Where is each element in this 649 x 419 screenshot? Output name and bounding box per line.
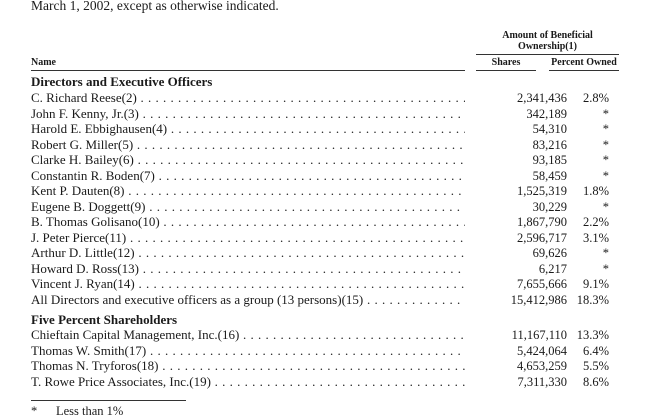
shares-value: 2,596,717 (517, 230, 567, 245)
table-row: All Directors and executive officers as … (31, 292, 631, 308)
shares-value: 69,626 (532, 246, 567, 260)
shares-value: 1,867,790 (517, 215, 567, 229)
holder-name: Kent P. Dauten(8) (31, 183, 465, 199)
shares-header-rule (476, 70, 536, 71)
holder-name: Constantin R. Boden(7) (31, 168, 465, 184)
holder-name: J. Peter Pierce(11) (31, 230, 465, 246)
shares-value: 5,424,064 (517, 343, 567, 358)
shares-value: 7,655,666 (517, 277, 567, 291)
shares-value: 15,412,986 (510, 292, 567, 307)
percent-value: 18.3% (576, 292, 609, 307)
holder-name: Arthur D. Little(12) (31, 245, 465, 261)
percent-value: * (602, 137, 609, 152)
table-row: Constantin R. Boden(7) 58,459 * (31, 168, 631, 184)
table-row: Thomas N. Tryforos(18) 4,653,259 5.5% (31, 358, 631, 374)
percent-column-header: Percent Owned (551, 57, 617, 68)
shares-value: 58,459 (532, 168, 567, 183)
holder-name: Harold E. Ebbighausen(4) (31, 121, 465, 137)
shares-value: 54,310 (532, 122, 567, 136)
percent-value: * (602, 153, 609, 167)
holder-name: Vincent J. Ryan(14) (31, 276, 465, 292)
footnote-mark: * (31, 404, 38, 418)
table-row: Clarke H. Bailey(6) 93,185 * (31, 152, 631, 168)
holder-name: Clarke H. Bailey(6) (31, 152, 465, 168)
shares-column-header: Shares (491, 57, 521, 68)
shares-value: 83,216 (532, 137, 567, 152)
table-row: Chieftain Capital Management, Inc.(16) 1… (31, 327, 631, 343)
holder-name: Eugene B. Doggett(9) (31, 199, 465, 215)
table-row: Howard D. Ross(13) 6,217 * (31, 261, 631, 277)
table-row: Arthur D. Little(12) 69,626 * (31, 245, 631, 261)
holder-name: T. Rowe Price Associates, Inc.(19) (31, 374, 465, 390)
footnote: * Less than 1% (31, 404, 123, 419)
holder-name: All Directors and executive officers as … (31, 292, 465, 308)
percent-value: * (602, 168, 609, 183)
table-row: C. Richard Reese(2) 2,341,436 2.8% (31, 90, 631, 106)
shares-value: 2,341,436 (517, 91, 567, 105)
table-row: B. Thomas Golisano(10) 1,867,790 2.2% (31, 214, 631, 230)
percent-value: 2.2% (582, 215, 609, 229)
footnote-text: Less than 1% (56, 404, 124, 418)
shares-value: 342,189 (526, 106, 567, 121)
percent-value: 13.3% (576, 328, 609, 342)
table-row: T. Rowe Price Associates, Inc.(19) 7,311… (31, 374, 631, 390)
intro-text: March 1, 2002, except as otherwise indic… (31, 0, 279, 13)
holder-name: C. Richard Reese(2) (31, 90, 465, 106)
table-row: Robert G. Miller(5) 83,216 * (31, 137, 631, 153)
percent-header-rule (549, 70, 619, 71)
section-title-directors: Directors and Executive Officers (31, 74, 213, 89)
footnote-rule (31, 400, 186, 401)
shares-value: 1,525,319 (517, 184, 567, 198)
shares-value: 93,185 (532, 153, 567, 167)
holder-name: Chieftain Capital Management, Inc.(16) (31, 327, 465, 343)
group-header-rule (476, 54, 619, 55)
percent-value: 1.8% (582, 184, 609, 198)
holder-name: Thomas W. Smith(17) (31, 343, 465, 359)
table-row: Kent P. Dauten(8) 1,525,319 1.8% (31, 183, 631, 199)
ownership-group-header: Amount of Beneficial Ownership(1) (502, 30, 593, 52)
name-header-rule (31, 70, 465, 71)
holder-name: Thomas N. Tryforos(18) (31, 358, 465, 374)
percent-value: * (602, 106, 609, 121)
table-row: Eugene B. Doggett(9) 30,229 * (31, 199, 631, 215)
name-column-header: Name (31, 57, 56, 68)
table-row: John F. Kenny, Jr.(3) 342,189 * (31, 106, 631, 122)
shares-value: 6,217 (538, 261, 567, 276)
percent-value: 6.4% (582, 343, 609, 358)
percent-value: 3.1% (582, 230, 609, 245)
shares-value: 4,653,259 (517, 359, 567, 373)
holder-name: John F. Kenny, Jr.(3) (31, 106, 465, 122)
percent-value: 9.1% (582, 277, 609, 291)
shares-value: 30,229 (532, 199, 567, 214)
holder-name: B. Thomas Golisano(10) (31, 214, 465, 230)
table-row: Thomas W. Smith(17) 5,424,064 6.4% (31, 343, 631, 359)
table-row: Harold E. Ebbighausen(4) 54,310 * (31, 121, 631, 137)
table-row: J. Peter Pierce(11) 2,596,717 3.1% (31, 230, 631, 246)
holder-name: Howard D. Ross(13) (31, 261, 465, 277)
percent-value: * (602, 122, 609, 136)
shares-value: 7,311,330 (517, 374, 567, 389)
percent-value: * (602, 246, 609, 260)
percent-value: 8.6% (582, 374, 609, 389)
percent-value: 2.8% (582, 91, 609, 105)
holder-name: Robert G. Miller(5) (31, 137, 465, 153)
percent-value: 5.5% (582, 359, 609, 373)
percent-value: * (602, 261, 609, 276)
table-row: Vincent J. Ryan(14) 7,655,666 9.1% (31, 276, 631, 292)
shares-value: 11,167,110 (511, 328, 567, 342)
section-title-five-percent: Five Percent Shareholders (31, 312, 178, 327)
percent-value: * (602, 199, 609, 214)
